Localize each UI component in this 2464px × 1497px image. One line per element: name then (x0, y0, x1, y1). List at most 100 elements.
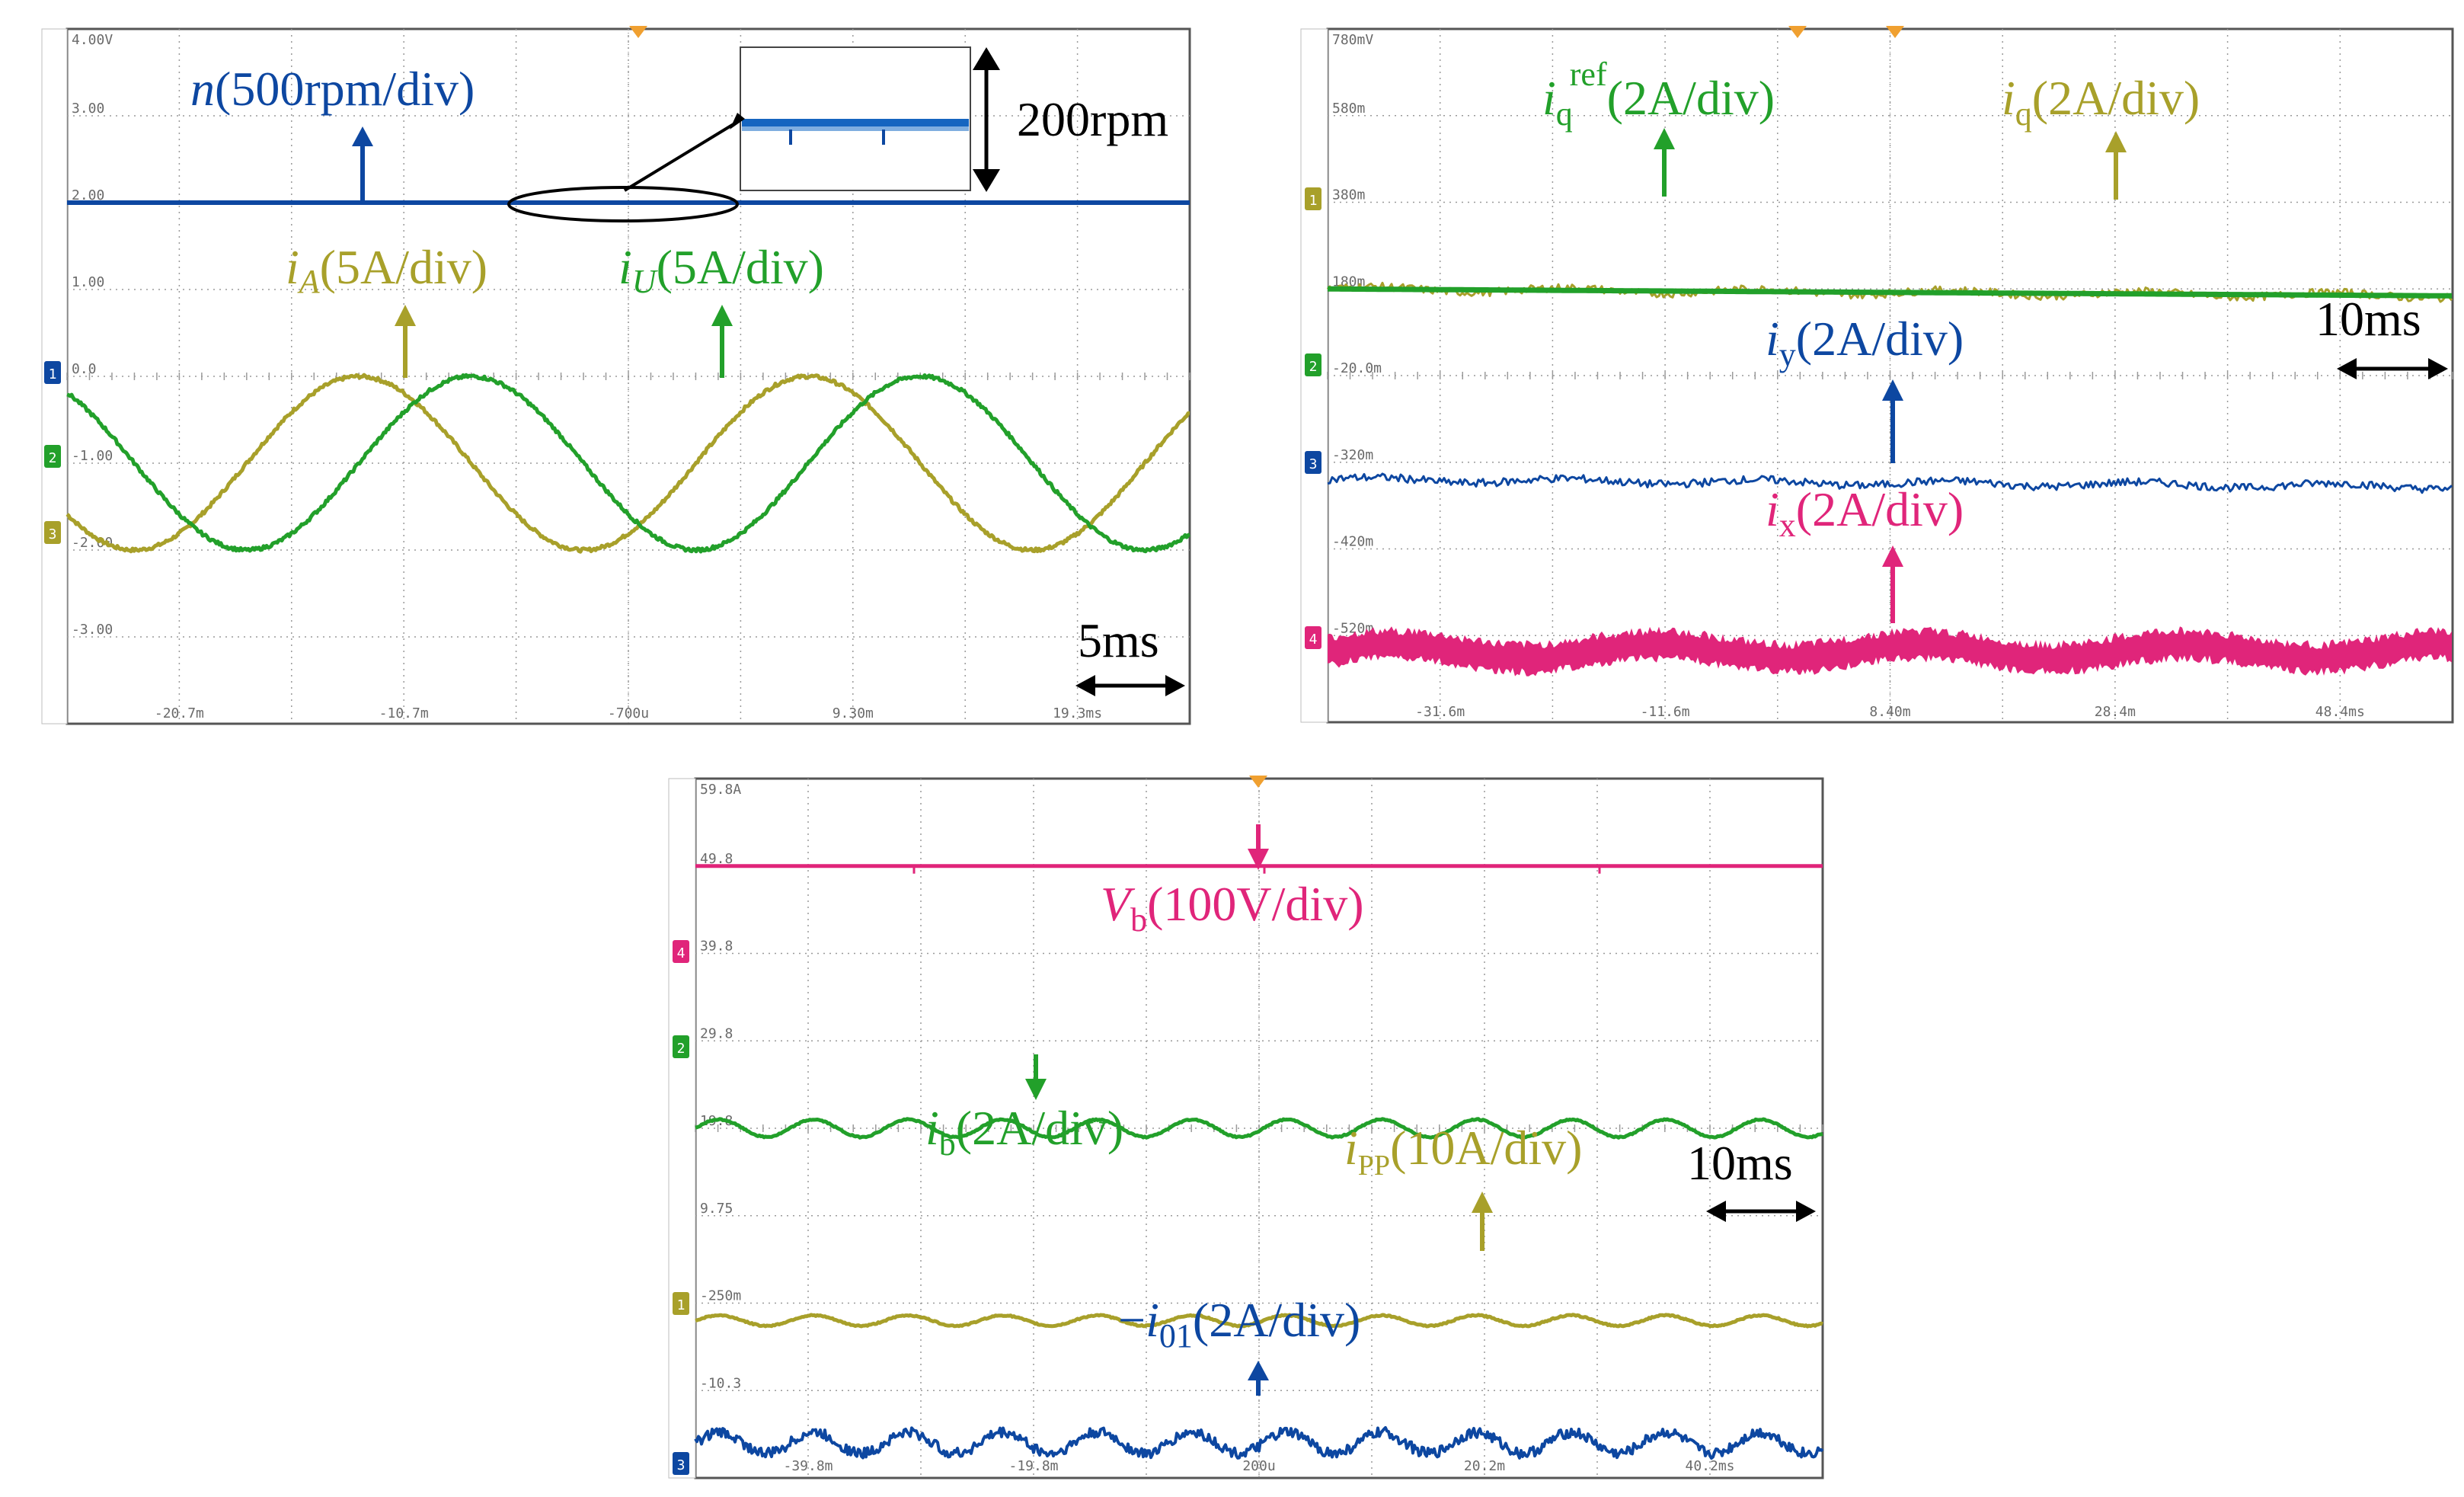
x-tick-label: 40.2ms (1685, 1458, 1734, 1474)
panel-b-time-scale-head-right (2428, 358, 2448, 379)
label-iy-var: i (1766, 312, 1779, 366)
panel-b-time-scale-head-left (2337, 358, 2357, 379)
channel-marker (673, 1292, 689, 1315)
label-iA-sub: A (297, 263, 321, 300)
label-ix-rest: (2A/div) (1796, 482, 1964, 536)
label-Vb: Vb(100V/div) (1101, 877, 1364, 939)
panel-a-time-scale-label: 5ms (1078, 613, 1159, 667)
x-tick-label: -20.7m (155, 705, 204, 721)
label-iqref-sup: ref (1570, 56, 1607, 93)
ix-arrowhead (1882, 545, 1903, 567)
label-iq-rest: (2A/div) (2032, 71, 2200, 125)
channel-marker-label: 4 (677, 945, 686, 961)
panel-b-traces (1326, 281, 2453, 677)
y-tick-label: 49.8 (700, 851, 733, 867)
trigger-marker (1788, 26, 1807, 38)
y-tick-label: 580m (1332, 101, 1365, 117)
label-n: n(500rpm/div) (190, 62, 475, 116)
label-i01-var: i (1146, 1293, 1159, 1347)
panel-a-time-scale-head-right (1165, 675, 1185, 696)
i01-arrowhead (1248, 1361, 1269, 1380)
label-ix: ix(2A/div) (1766, 482, 1964, 544)
label-iA-rest: (5A/div) (320, 240, 487, 294)
channel-marker (673, 940, 689, 963)
iqref-arrowhead (1654, 128, 1675, 149)
iU-arrowhead (711, 305, 733, 326)
y-tick-label: 2.00 (72, 187, 104, 203)
x-tick-label: 48.4ms (2315, 704, 2365, 720)
label-ib: ib(2A/div) (925, 1101, 1123, 1163)
label-iy-sub: y (1779, 336, 1796, 373)
channel-marker (1305, 353, 1321, 376)
y-tick-label: 1.00 (72, 274, 104, 290)
ipp-arrowhead (1472, 1192, 1493, 1213)
inset-speed-shadow (742, 126, 969, 131)
y-tick-label: 3.00 (72, 101, 104, 117)
label-ix-var: i (1766, 482, 1779, 536)
x-tick-label: -31.6m (1415, 704, 1465, 720)
panel-b-x-ticks: -31.6m -11.6m 8.40m 28.4m 48.4ms (1415, 704, 2365, 720)
channel-marker (673, 1035, 689, 1058)
label-n-rest: (500rpm/div) (215, 62, 475, 116)
trace-ix (1328, 626, 2452, 677)
label-iy-rest: (2A/div) (1796, 312, 1964, 366)
label-ix-sub: x (1779, 507, 1796, 544)
label-iqref-rest: (2A/div) (1607, 71, 1775, 125)
x-tick-label: -700u (608, 705, 649, 721)
x-tick-label: -11.6m (1641, 704, 1690, 720)
inset-range-label: 200rpm (1017, 92, 1168, 146)
channel-marker-label: 2 (1309, 359, 1318, 375)
label-iA: iA(5A/div) (286, 240, 487, 300)
label-iq-sub: q (2015, 95, 2032, 133)
label-iq: iq(2A/div) (2002, 71, 2200, 133)
iy-arrowhead (1882, 379, 1903, 401)
iq-arrowhead (2105, 131, 2127, 152)
label-iU-sub: U (632, 263, 659, 300)
label-iy: iy(2A/div) (1766, 312, 1964, 373)
y-tick-label: 59.8A (700, 782, 741, 798)
zoom-pointer-arrowhead (730, 113, 745, 130)
panel-b-channel-markers: 1 2 3 4 (1305, 187, 1321, 649)
trace-iy (1327, 472, 2453, 494)
trace-ipp (695, 1313, 1823, 1329)
panel-c-time-scale-head-left (1706, 1201, 1726, 1222)
label-iqref-var: i (1542, 71, 1556, 125)
channel-marker-label: 3 (677, 1457, 686, 1473)
y-tick-label: -1.00 (72, 448, 113, 464)
channel-marker (1305, 626, 1321, 649)
channel-marker-label: 2 (677, 1041, 686, 1057)
panel-c-left-bar (668, 778, 696, 1479)
trace-iqref (1327, 286, 2453, 299)
trigger-marker (629, 26, 647, 38)
x-tick-label: 19.3ms (1053, 705, 1102, 721)
channel-marker-label: 2 (49, 450, 57, 466)
inset-range-arrowhead-top (973, 47, 1000, 70)
x-tick-label: -39.8m (783, 1458, 833, 1474)
label-ib-sub: b (939, 1125, 956, 1163)
panel-a-x-ticks: -20.7m -10.7m -700u 9.30m 19.3ms (155, 705, 1102, 721)
y-tick-label: -520m (1332, 620, 1373, 636)
label-ipp-rest: (10A/div) (1390, 1121, 1582, 1175)
y-tick-label: 0.0 (72, 361, 97, 377)
x-tick-label: 200u (1242, 1458, 1275, 1474)
panel-c-x-ticks: -39.8m -19.8m 200u 20.2m 40.2ms (783, 1458, 1734, 1474)
label-iA-var: i (286, 240, 299, 294)
label-iU: iU(5A/div) (618, 240, 824, 300)
label-ipp-var: i (1344, 1121, 1358, 1175)
channel-marker (44, 361, 61, 384)
channel-marker-label: 1 (1309, 193, 1318, 209)
y-tick-label: 4.00V (72, 32, 113, 48)
y-tick-label: -10.3 (700, 1375, 741, 1391)
y-tick-label: 380m (1332, 187, 1365, 203)
label-ib-var: i (925, 1101, 939, 1155)
channel-marker (44, 445, 61, 468)
label-n-var: n (190, 62, 215, 116)
label-ipp: iPP(10A/div) (1344, 1121, 1582, 1182)
y-tick-label: 780mV (1332, 32, 1373, 48)
label-i01: −i01(2A/div) (1118, 1293, 1360, 1355)
label-ipp-sub: PP (1358, 1150, 1390, 1182)
y-tick-label: -420m (1332, 534, 1373, 550)
